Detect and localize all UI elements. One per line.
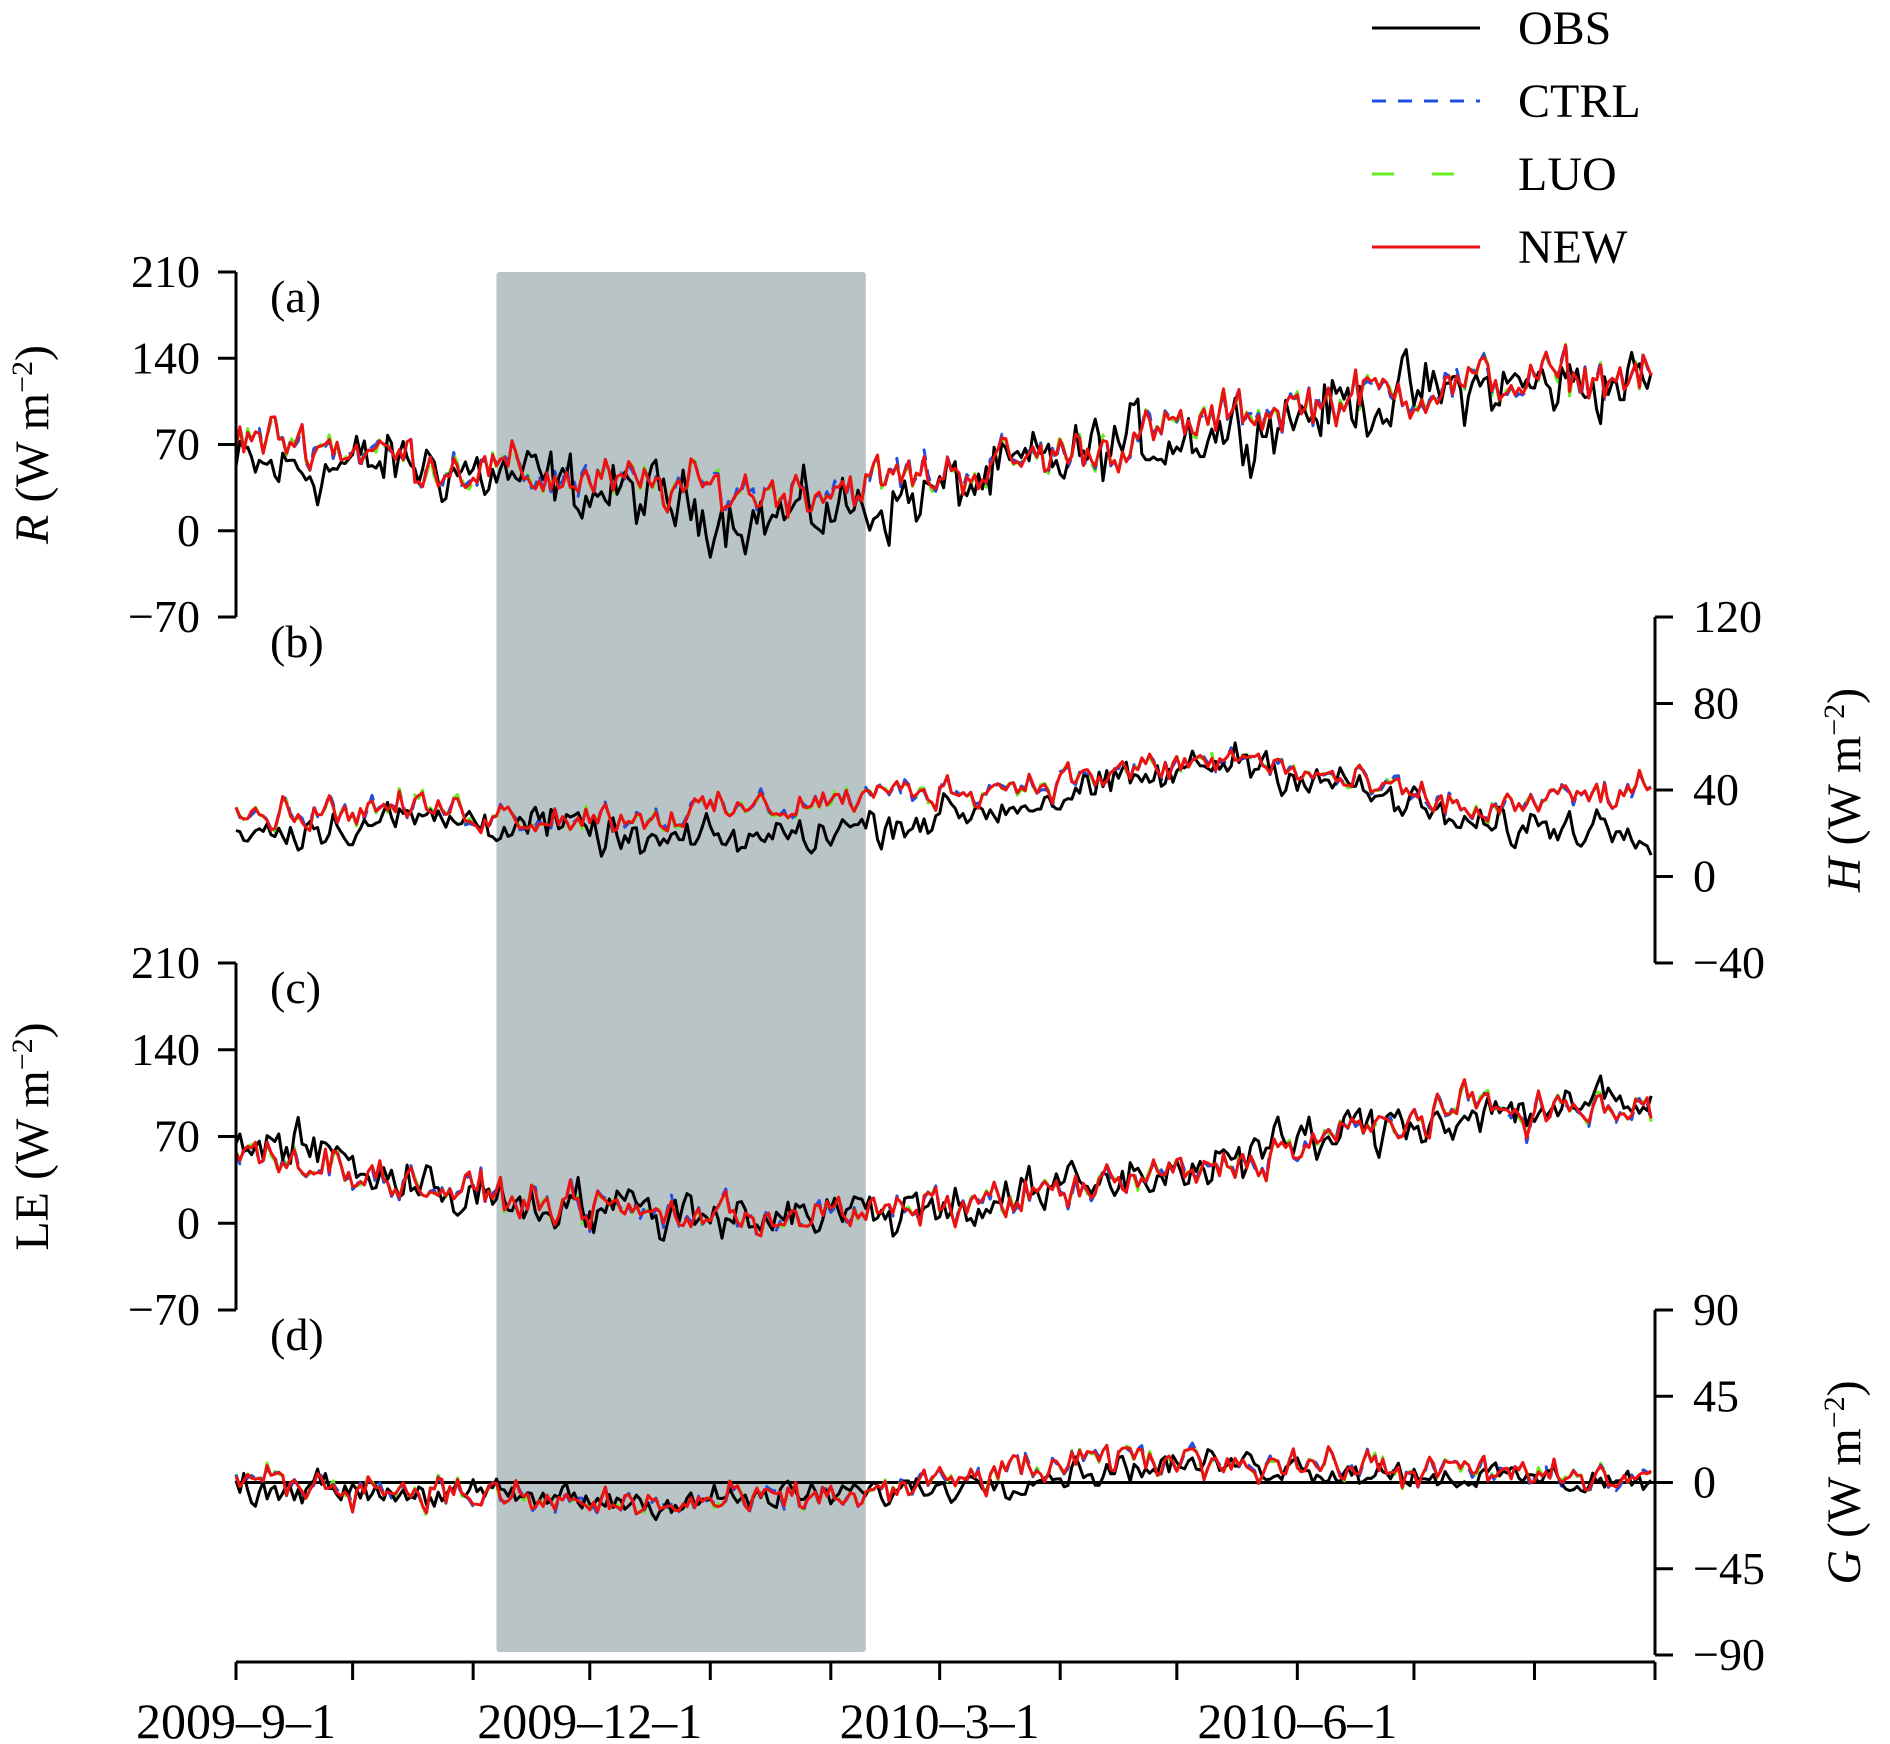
axis-variable: H [1818, 855, 1871, 893]
y-tick-label-a: 0 [177, 505, 200, 556]
panel-label-b: (b) [270, 616, 324, 667]
legend-label-new: NEW [1518, 221, 1628, 274]
series-new-b [234, 748, 1652, 835]
series-new-a [234, 343, 1653, 519]
axis-variable: G [1818, 1550, 1871, 1585]
series-ctrl-c [234, 1078, 1653, 1239]
axis-unit-close: ) [1818, 688, 1871, 704]
panel-c: −70 0 70 140 210 (c) LE (W m−2) [6, 937, 1653, 1335]
panel-label-d: (d) [270, 1309, 324, 1360]
x-axis: 2009–9–1 2009–12–1 2010–3–1 2010–6–1 [136, 1660, 1657, 1744]
y-axis-title-d: G (W m−2) [1818, 1380, 1872, 1584]
x-tick-label: 2010–3–1 [840, 1693, 1040, 1744]
y-tick-label-c: 70 [154, 1111, 200, 1162]
y-tick-label-b: 80 [1693, 678, 1739, 729]
y-tick-label-a: 140 [131, 332, 200, 383]
axis-unit: (W m [1818, 1428, 1871, 1550]
y-tick-label-b: 0 [1693, 851, 1716, 902]
axis-unit-close: ) [6, 345, 59, 361]
y-axis-title-a: R (W m−2) [6, 345, 60, 545]
axis-unit-close: ) [1818, 1380, 1871, 1396]
y-axis-title-c: LE (W m−2) [6, 1022, 60, 1250]
panel-label-c: (c) [270, 962, 321, 1013]
x-tick-label: 2010–6–1 [1197, 1693, 1397, 1744]
panel-a: −70 0 70 140 210 (a) R (W m−2) [6, 246, 1653, 642]
axis-unit: (W m [6, 393, 59, 515]
legend-label-ctrl: CTRL [1518, 75, 1641, 128]
axis-unit: (W m [1818, 736, 1871, 858]
y-tick-label-d: 90 [1693, 1284, 1739, 1335]
series-luo-c [234, 1079, 1653, 1240]
y-axis-title-b: H (W m−2) [1818, 688, 1872, 893]
axis-unit-exponent: −2 [1818, 1396, 1851, 1428]
series-new-c [234, 1078, 1653, 1238]
y-tick-label-b: −40 [1693, 937, 1765, 988]
shaded-period [496, 272, 866, 1652]
axis-unit-exponent: −2 [6, 361, 39, 393]
y-tick-label-d: −45 [1693, 1543, 1765, 1594]
y-tick-label-d: 45 [1693, 1370, 1739, 1421]
y-tick-label-d: −90 [1693, 1629, 1765, 1680]
y-tick-label-c: 210 [131, 937, 200, 988]
y-tick-label-c: 0 [177, 1197, 200, 1248]
panel-d: −90 −45 0 45 90 (d) G (W m−2) [234, 1284, 1872, 1680]
legend-label-obs: OBS [1518, 2, 1611, 55]
axis-unit-close: ) [6, 1022, 59, 1038]
y-tick-label-c: 140 [131, 1024, 200, 1075]
y-tick-label-c: −70 [128, 1284, 200, 1335]
y-tick-label-a: −70 [128, 591, 200, 642]
x-tick-label: 2009–12–1 [477, 1693, 702, 1744]
y-tick-label-a: 210 [131, 246, 200, 297]
axis-unit-exponent: −2 [1818, 704, 1851, 736]
axis-variable: LE [6, 1192, 59, 1251]
y-tick-label-b: 40 [1693, 764, 1739, 815]
series-new-d [234, 1444, 1653, 1516]
axis-unit-exponent: −2 [6, 1038, 39, 1070]
series-obs-b [235, 741, 1653, 858]
series-ctrl-d [234, 1441, 1652, 1517]
axis-unit: (W m [6, 1070, 59, 1192]
y-tick-label-a: 70 [154, 419, 200, 470]
series-obs-a [234, 348, 1653, 559]
legend: OBS CTRL LUO NEW [1372, 2, 1641, 274]
y-tick-label-d: 0 [1693, 1457, 1716, 1508]
legend-label-luo: LUO [1518, 148, 1617, 201]
panel-b: −40 0 40 80 120 (b) H (W m−2) [234, 591, 1872, 988]
axis-variable: R [6, 515, 59, 545]
series-obs-d [234, 1448, 1653, 1522]
x-tick-label: 2009–9–1 [136, 1693, 336, 1744]
y-tick-label-b: 120 [1693, 591, 1762, 642]
panel-label-a: (a) [270, 271, 321, 322]
